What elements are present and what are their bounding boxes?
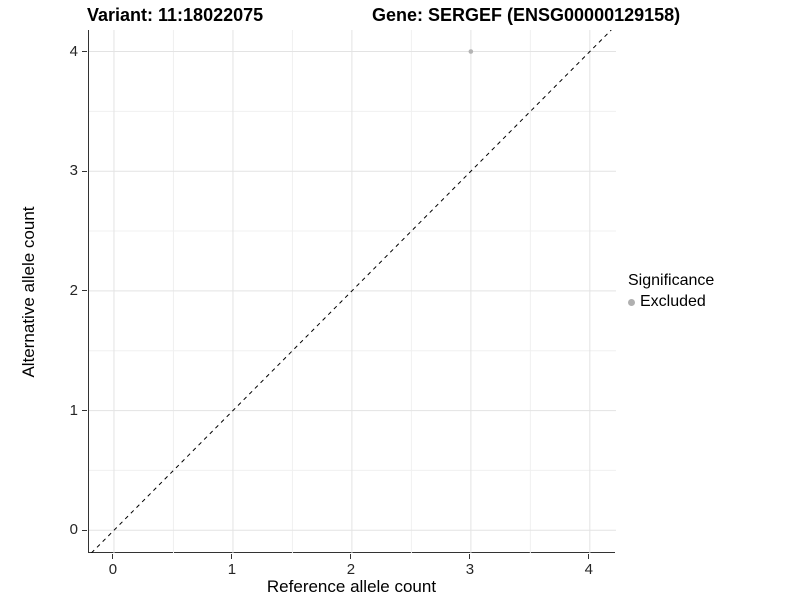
y-tick-mark (82, 170, 87, 172)
legend-item-label: Excluded (640, 293, 706, 310)
x-tick-mark (350, 554, 352, 559)
data-point-excluded (468, 49, 474, 54)
x-axis-title: Reference allele count (266, 577, 437, 596)
legend-title: Significance (628, 272, 715, 289)
y-tick-mark (82, 529, 87, 531)
legend-item-excluded: Excluded (628, 293, 714, 311)
y-tick-label: 3 (69, 162, 78, 180)
x-tick-mark (469, 554, 471, 559)
x-tick-label: 0 (108, 561, 118, 578)
y-tick-label: 2 (69, 281, 78, 299)
variant-title: Variant: 11:18022075 (87, 5, 264, 25)
y-tick-label: 4 (69, 42, 78, 60)
y-tick-label: 0 (69, 521, 78, 539)
y-tick-mark (82, 290, 87, 292)
plot-panel (88, 30, 616, 553)
scatter-plot-canvas (89, 30, 616, 553)
gene-title: Gene: SERGEF (ENSG00000129158) (372, 5, 681, 25)
x-tick-label: 2 (346, 561, 356, 578)
y-tick-label: 1 (69, 401, 78, 419)
x-tick-label: 3 (465, 561, 475, 578)
x-tick-mark (588, 554, 590, 559)
legend: Significance Excluded (628, 272, 714, 311)
x-tick-label: 4 (584, 561, 593, 578)
excluded-point-icon (628, 298, 635, 306)
y-axis-title: Alternative allele count (19, 206, 38, 378)
y-tick-mark (82, 51, 87, 53)
x-tick-mark (112, 554, 114, 559)
y-tick-mark (82, 410, 87, 412)
x-tick-label: 1 (227, 561, 237, 578)
identity-dashed-line (91, 30, 612, 553)
x-tick-mark (231, 554, 233, 559)
